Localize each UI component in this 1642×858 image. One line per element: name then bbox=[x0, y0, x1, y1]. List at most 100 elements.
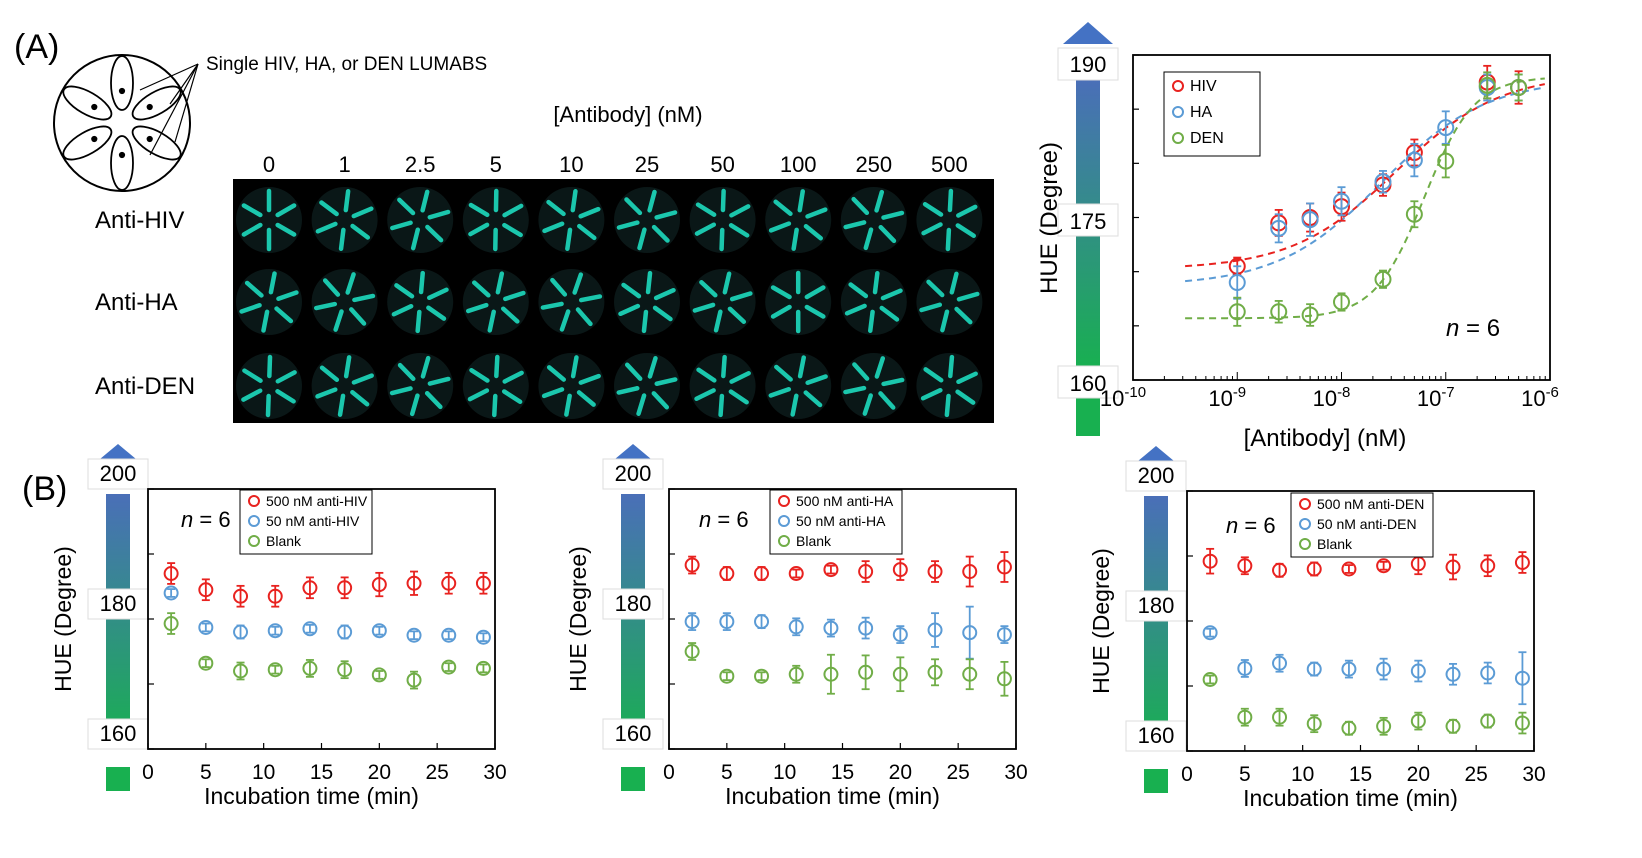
lumabs-disc bbox=[916, 187, 983, 253]
legend-entry: HIV bbox=[1190, 78, 1217, 95]
data-point bbox=[788, 666, 804, 682]
lumabs-spot bbox=[495, 271, 505, 295]
grid-column-label: 1 bbox=[338, 152, 350, 177]
data-point bbox=[1202, 672, 1218, 687]
lumabs-spot bbox=[879, 305, 900, 322]
lumabs-spot bbox=[955, 223, 976, 239]
lumabs-spot bbox=[645, 270, 653, 295]
lumabs-schematic bbox=[53, 54, 199, 192]
lumabs-spot bbox=[862, 393, 873, 416]
lumabs-spot bbox=[541, 387, 565, 399]
fit-curve bbox=[1185, 77, 1545, 320]
lumabs-spot bbox=[843, 385, 867, 395]
lumabs-spot bbox=[391, 303, 414, 317]
lumabs-spot bbox=[424, 390, 443, 410]
x-tick-label: 15 bbox=[831, 761, 854, 784]
lumabs-spot bbox=[654, 210, 678, 220]
lumabs-spot bbox=[578, 294, 603, 303]
lumabs-spot bbox=[494, 354, 500, 379]
scale-label-box bbox=[1125, 460, 1187, 492]
x-tick-label: 10-8 bbox=[1313, 384, 1351, 411]
data-point bbox=[233, 588, 249, 604]
lumabs-spot bbox=[945, 227, 952, 252]
legend-marker bbox=[778, 495, 790, 507]
legend-marker bbox=[1299, 498, 1311, 510]
x-tick-label: 10 bbox=[252, 761, 275, 784]
scale-label: 180 bbox=[1138, 593, 1175, 618]
lumabs-spot bbox=[721, 354, 727, 379]
scale-label-box bbox=[87, 458, 149, 490]
grid-column-label: 2.5 bbox=[405, 152, 436, 177]
data-point bbox=[1445, 666, 1461, 682]
lumabs-spot bbox=[275, 222, 297, 237]
schematic-dot bbox=[118, 87, 126, 95]
lumabs-spot bbox=[616, 385, 640, 395]
lumabs-spot bbox=[695, 202, 717, 217]
data-point bbox=[1437, 119, 1455, 137]
data-point bbox=[1341, 561, 1357, 577]
x-tick-label: 25 bbox=[425, 761, 448, 784]
lumabs-spot bbox=[415, 309, 422, 334]
data-point bbox=[337, 624, 353, 640]
x-tick-label: 5 bbox=[200, 761, 212, 784]
data-point bbox=[406, 672, 422, 688]
lumabs-spot bbox=[874, 356, 886, 379]
data-point bbox=[302, 580, 318, 596]
data-point bbox=[684, 614, 700, 630]
data-point bbox=[302, 660, 318, 676]
lumabs-disc bbox=[538, 187, 605, 253]
legend-entry: 500 nM anti-HIV bbox=[266, 493, 368, 509]
annotation-n: n = 6 bbox=[181, 507, 231, 532]
lumabs-disc bbox=[840, 269, 907, 335]
lumabs-spot bbox=[502, 203, 524, 218]
lumabs-spot bbox=[578, 206, 601, 219]
data-point bbox=[684, 557, 700, 573]
lumabs-spot bbox=[797, 355, 806, 379]
lumabs-spot bbox=[409, 393, 420, 417]
lumabs-disc bbox=[765, 269, 832, 335]
lumabs-spot bbox=[550, 277, 568, 297]
lumabs-spot bbox=[713, 309, 723, 333]
lumabs-spot bbox=[641, 309, 649, 334]
data-point bbox=[267, 588, 283, 604]
data-point bbox=[163, 566, 179, 581]
lumabs-spot bbox=[872, 270, 880, 295]
data-point bbox=[1237, 660, 1253, 676]
data-point bbox=[1410, 713, 1426, 729]
lumabs-disc bbox=[311, 187, 378, 253]
lumabs-spot bbox=[313, 301, 338, 311]
lumabs-spot bbox=[805, 374, 828, 385]
data-point bbox=[996, 559, 1012, 575]
data-point bbox=[927, 664, 943, 680]
lumabs-spot bbox=[468, 202, 490, 218]
data-point bbox=[858, 564, 874, 580]
legend-entry: HA bbox=[1190, 104, 1213, 121]
grid-row-labels: Anti-HIV Anti-HA Anti-DEN bbox=[95, 207, 195, 400]
legend-entry: 500 nM anti-HA bbox=[796, 493, 894, 509]
lumabs-spot bbox=[427, 376, 451, 386]
data-point bbox=[1228, 303, 1246, 321]
lumabs-spot bbox=[652, 305, 673, 322]
x-tick-label: 15 bbox=[310, 761, 333, 784]
lumabs-spot bbox=[954, 306, 973, 325]
lumabs-spot bbox=[427, 287, 449, 301]
panel-label-a: (A) bbox=[14, 28, 59, 66]
data-point bbox=[441, 575, 457, 591]
scale-bar-gradient bbox=[1144, 496, 1168, 751]
lumabs-spot bbox=[926, 279, 945, 298]
x-axis-label: Incubation time (min) bbox=[204, 783, 419, 809]
lumabs-spot bbox=[618, 303, 641, 317]
data-point bbox=[1445, 559, 1461, 575]
lumabs-disc bbox=[840, 353, 907, 419]
data-point bbox=[267, 623, 283, 639]
scale-label-box bbox=[1125, 720, 1187, 752]
lumabs-spot bbox=[502, 370, 524, 384]
lumabs-disc bbox=[689, 269, 756, 335]
lumabs-spot bbox=[920, 387, 943, 401]
grid-title: [Antibody] (nM) bbox=[553, 102, 702, 127]
data-point bbox=[1445, 718, 1461, 734]
lumabs-spot bbox=[805, 207, 828, 219]
lumabs-disc bbox=[311, 353, 378, 419]
data-point bbox=[1301, 211, 1319, 229]
lumabs-spot bbox=[921, 222, 943, 236]
